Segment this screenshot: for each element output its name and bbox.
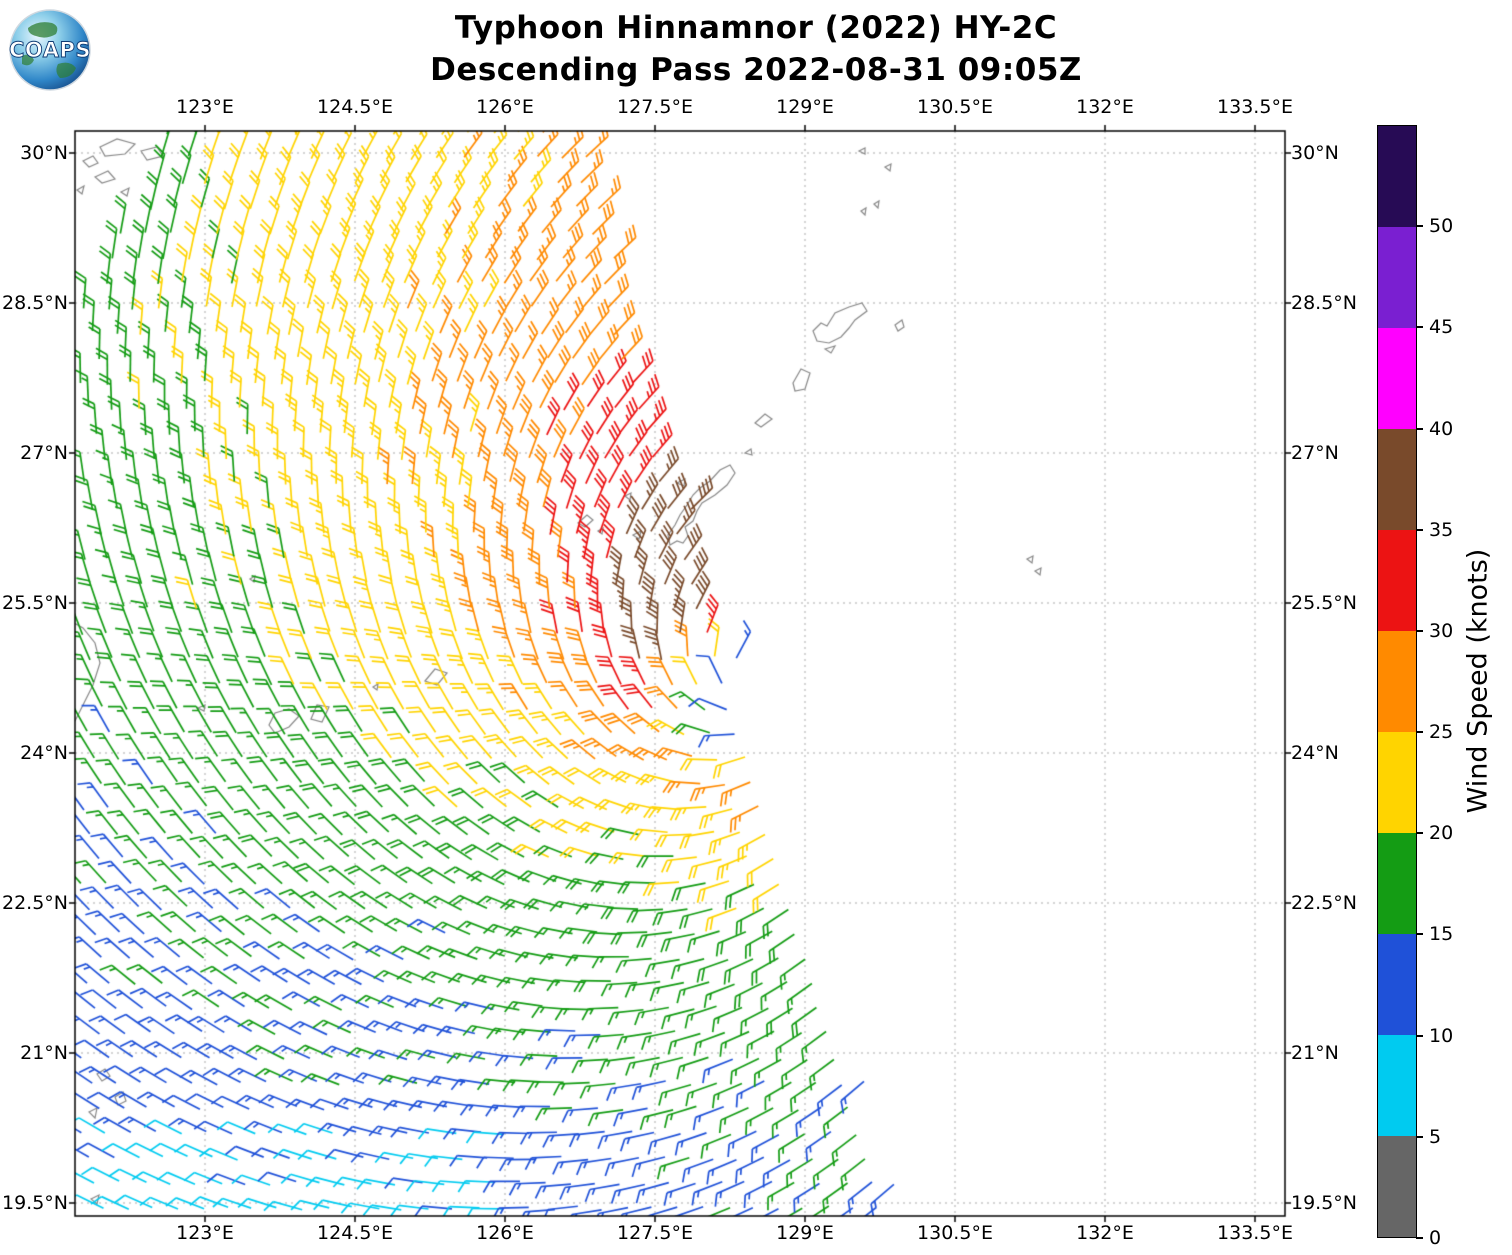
y-tick-label-left: 22.5°N bbox=[2, 892, 69, 914]
colorbar-tick-label: 50 bbox=[1429, 215, 1454, 238]
x-tick-label-bottom: 129°E bbox=[776, 1222, 834, 1244]
x-tick-label-top: 126°E bbox=[476, 96, 534, 118]
y-tick-label-right: 22.5°N bbox=[1291, 892, 1358, 914]
colorbar-segment-50+ bbox=[1378, 126, 1416, 227]
x-tick-label-top: 124.5°E bbox=[317, 96, 393, 118]
colorbar-label: Wind Speed (knots) bbox=[1462, 548, 1494, 814]
x-tick-label-top: 132°E bbox=[1076, 96, 1134, 118]
colorbar-tick-label: 10 bbox=[1429, 1024, 1454, 1047]
colorbar-segment-25-30 bbox=[1378, 631, 1416, 732]
x-tick-label-top: 123°E bbox=[176, 96, 234, 118]
colorbar-segment-35-40 bbox=[1378, 429, 1416, 530]
colorbar bbox=[1377, 125, 1417, 1238]
y-tick-label-left: 21°N bbox=[20, 1042, 68, 1064]
colorbar-tick-label: 45 bbox=[1429, 316, 1454, 339]
y-tick-label-left: 19.5°N bbox=[2, 1192, 69, 1214]
colorbar-tick-label: 15 bbox=[1429, 923, 1454, 946]
y-tick-label-left: 30°N bbox=[20, 142, 68, 164]
y-tick-label-right: 25.5°N bbox=[1291, 592, 1358, 614]
x-tick-label-top: 127.5°E bbox=[617, 96, 693, 118]
colorbar-segment-0-5 bbox=[1378, 1136, 1416, 1237]
y-tick-label-right: 30°N bbox=[1291, 142, 1339, 164]
x-tick-label-top: 129°E bbox=[776, 96, 834, 118]
x-tick-label-top: 130.5°E bbox=[917, 96, 993, 118]
colorbar-tick-label: 0 bbox=[1429, 1227, 1442, 1249]
colorbar-tick-mark bbox=[1416, 731, 1423, 734]
colorbar-tick-mark bbox=[1416, 225, 1423, 228]
colorbar-segment-5-10 bbox=[1378, 1035, 1416, 1136]
wind-barb-map bbox=[67, 123, 1293, 1224]
colorbar-tick-mark bbox=[1416, 1237, 1423, 1239]
y-tick-label-left: 24°N bbox=[20, 742, 68, 764]
colorbar-tick-label: 35 bbox=[1429, 518, 1454, 541]
colorbar-tick-label: 25 bbox=[1429, 721, 1454, 744]
x-tick-label-top: 133.5°E bbox=[1217, 96, 1293, 118]
y-tick-label-left: 27°N bbox=[20, 442, 68, 464]
colorbar-tick-label: 40 bbox=[1429, 417, 1454, 440]
x-tick-label-bottom: 123°E bbox=[176, 1222, 234, 1244]
y-tick-label-left: 25.5°N bbox=[2, 592, 69, 614]
colorbar-tick-mark bbox=[1416, 427, 1423, 430]
x-tick-label-bottom: 132°E bbox=[1076, 1222, 1134, 1244]
y-tick-label-right: 24°N bbox=[1291, 742, 1339, 764]
colorbar-segment-45-50 bbox=[1378, 227, 1416, 328]
colorbar-tick-mark bbox=[1416, 1135, 1423, 1138]
colorbar-tick-mark bbox=[1416, 528, 1423, 531]
chart-title-line2: Descending Pass 2022-08-31 09:05Z bbox=[430, 52, 1082, 88]
y-tick-label-right: 27°N bbox=[1291, 442, 1339, 464]
colorbar-segment-20-25 bbox=[1378, 732, 1416, 833]
x-tick-label-bottom: 133.5°E bbox=[1217, 1222, 1293, 1244]
coaps-logo: COAPS bbox=[9, 9, 91, 91]
colorbar-tick-mark bbox=[1416, 326, 1423, 329]
x-tick-label-bottom: 126°E bbox=[476, 1222, 534, 1244]
colorbar-segment-30-35 bbox=[1378, 530, 1416, 631]
colorbar-tick-mark bbox=[1416, 832, 1423, 835]
logo-text: COAPS bbox=[9, 38, 91, 62]
colorbar-tick-label: 20 bbox=[1429, 822, 1454, 845]
y-tick-label-right: 21°N bbox=[1291, 1042, 1339, 1064]
y-tick-label-right: 28.5°N bbox=[1291, 292, 1358, 314]
colorbar-tick-label: 5 bbox=[1429, 1125, 1442, 1148]
colorbar-tick-mark bbox=[1416, 629, 1423, 632]
colorbar-tick-label: 30 bbox=[1429, 619, 1454, 642]
colorbar-segment-40-45 bbox=[1378, 328, 1416, 429]
chart-title-line1: Typhoon Hinnamnor (2022) HY-2C bbox=[454, 10, 1058, 46]
x-tick-label-bottom: 130.5°E bbox=[917, 1222, 993, 1244]
y-tick-label-left: 28.5°N bbox=[2, 292, 69, 314]
x-tick-label-bottom: 127.5°E bbox=[617, 1222, 693, 1244]
colorbar-segment-15-20 bbox=[1378, 833, 1416, 934]
y-tick-label-right: 19.5°N bbox=[1291, 1192, 1358, 1214]
colorbar-segment-10-15 bbox=[1378, 934, 1416, 1035]
colorbar-tick-mark bbox=[1416, 1034, 1423, 1037]
x-tick-label-bottom: 124.5°E bbox=[317, 1222, 393, 1244]
colorbar-tick-mark bbox=[1416, 933, 1423, 936]
